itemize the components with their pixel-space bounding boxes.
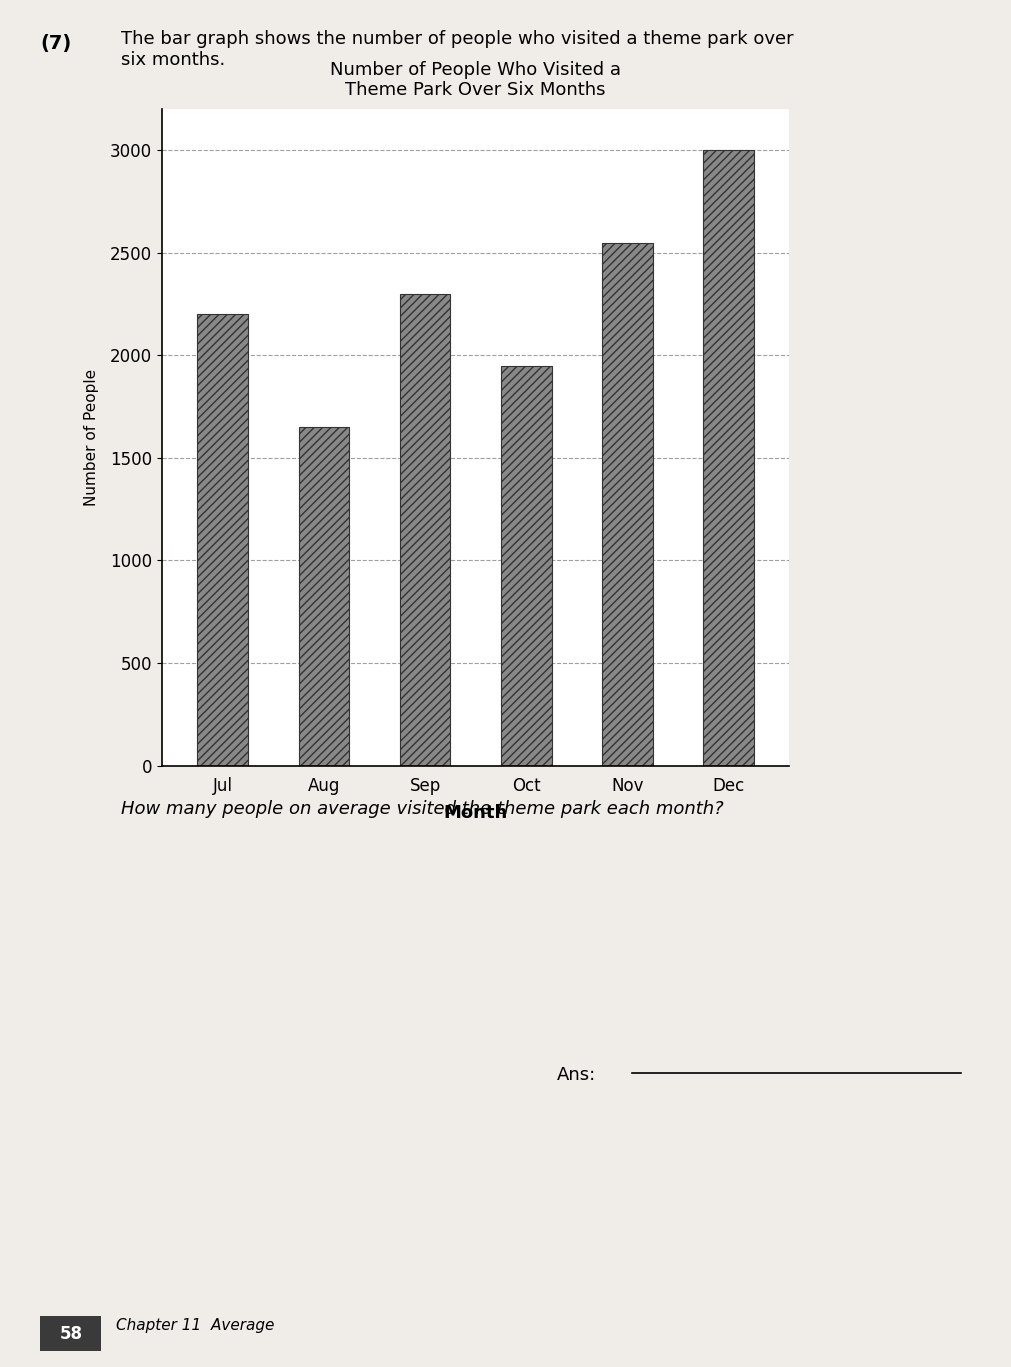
Text: (7): (7) bbox=[40, 34, 72, 53]
Text: Ans:: Ans: bbox=[556, 1066, 595, 1084]
Text: 58: 58 bbox=[60, 1325, 82, 1342]
Text: The bar graph shows the number of people who visited a theme park over
six month: The bar graph shows the number of people… bbox=[121, 30, 794, 68]
Bar bbox=[602, 243, 652, 766]
Title: Number of People Who Visited a
Theme Park Over Six Months: Number of People Who Visited a Theme Par… bbox=[330, 60, 621, 100]
Y-axis label: Number of People: Number of People bbox=[84, 369, 99, 506]
Bar bbox=[197, 314, 248, 766]
X-axis label: Month: Month bbox=[443, 804, 508, 822]
Bar bbox=[298, 427, 349, 766]
Bar bbox=[500, 366, 551, 766]
Text: Chapter 11  Average: Chapter 11 Average bbox=[116, 1318, 274, 1333]
Bar bbox=[399, 294, 450, 766]
Text: How many people on average visited the theme park each month?: How many people on average visited the t… bbox=[121, 800, 723, 817]
Bar bbox=[703, 150, 753, 766]
